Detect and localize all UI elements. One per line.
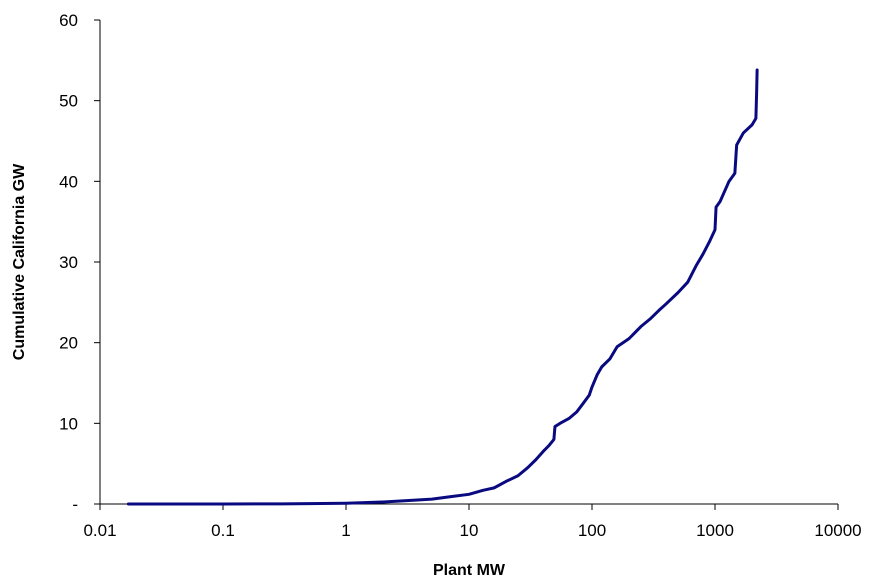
data-point (714, 205, 718, 209)
data-point (754, 117, 758, 120)
data-point (639, 325, 643, 328)
data-point (430, 497, 434, 501)
y-tick-label: 10 (59, 414, 78, 433)
data-point (708, 240, 711, 244)
x-tick-label: 10000 (814, 521, 861, 540)
data-point (381, 500, 385, 504)
data-point (676, 291, 680, 294)
data-point (582, 401, 585, 405)
series-line-0 (126, 68, 759, 506)
data-point (742, 131, 745, 135)
x-axis-title: Plant MW (433, 562, 506, 579)
data-point (567, 417, 571, 420)
data-point (553, 425, 557, 428)
data-point (649, 317, 652, 320)
data-point (590, 385, 594, 389)
data-point (718, 200, 722, 203)
x-tick-label: 10 (460, 521, 479, 540)
data-point (657, 309, 661, 312)
data-point (608, 357, 612, 360)
data-point (307, 502, 311, 505)
data-point (526, 466, 529, 469)
data-point (735, 143, 738, 147)
data-point (686, 280, 689, 284)
data-point (548, 443, 551, 447)
data-point (664, 302, 668, 306)
data-point (492, 486, 496, 490)
x-tick-label: 100 (578, 521, 606, 540)
y-tick-label: 50 (59, 92, 78, 111)
data-point (733, 172, 737, 175)
ticks-layer: 0.01 0.1 1 10 100 1000 10000 - 10 20 30 40 50 60 (59, 11, 862, 540)
data-point (575, 410, 578, 414)
x-tick-label: 1000 (696, 521, 734, 540)
data-point (615, 345, 619, 348)
data-point (627, 337, 631, 340)
data-point (755, 91, 758, 94)
data-point (504, 480, 508, 483)
data-point (184, 502, 188, 506)
x-tick-label: 0.1 (211, 521, 235, 540)
data-point (600, 365, 603, 369)
data-point (467, 493, 471, 496)
data-point (588, 393, 591, 397)
x-tick-label: 1 (341, 521, 350, 540)
data-point (221, 502, 225, 506)
data-point (750, 123, 754, 127)
y-tick-label: 40 (59, 172, 78, 191)
data-point (727, 180, 731, 183)
data-point (448, 495, 452, 498)
data-point (344, 501, 348, 505)
data-point (127, 502, 130, 506)
x-tick-label: 0.01 (83, 521, 116, 540)
data-point (694, 264, 698, 268)
y-tick-label: 30 (59, 253, 78, 272)
data-point (552, 438, 556, 441)
data-point (534, 458, 538, 461)
data-point (280, 502, 283, 506)
y-axis-title: Cumulative California GW (11, 163, 28, 360)
data-point (755, 68, 759, 72)
data-point (595, 373, 599, 377)
data-point (481, 489, 485, 492)
y-tick-label: - (72, 495, 78, 514)
y-tick-label: 20 (59, 334, 78, 353)
data-point (701, 252, 705, 256)
data-point (713, 228, 717, 231)
y-tick-label: 60 (59, 11, 78, 30)
data-point (516, 474, 520, 477)
data-point (403, 499, 406, 502)
data-point (558, 422, 562, 425)
series-layer (126, 68, 759, 506)
data-point (541, 450, 545, 453)
